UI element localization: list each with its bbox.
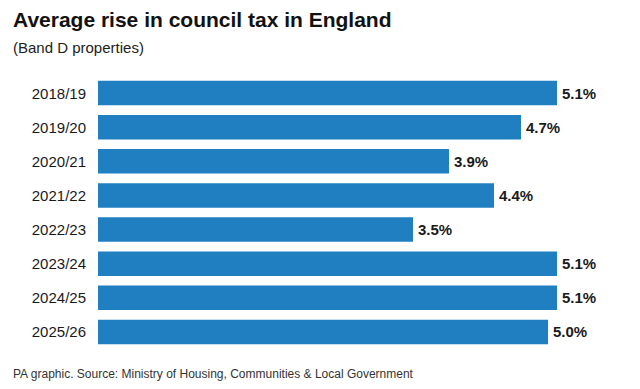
svg-text:2023/24: 2023/24 bbox=[32, 255, 86, 272]
svg-text:5.1%: 5.1% bbox=[562, 255, 596, 272]
svg-text:2018/19: 2018/19 bbox=[32, 85, 86, 102]
svg-text:3.9%: 3.9% bbox=[454, 153, 488, 170]
svg-text:PA graphic. Source: Ministry o: PA graphic. Source: Ministry of Housing,… bbox=[13, 367, 414, 381]
svg-text:4.7%: 4.7% bbox=[526, 119, 560, 136]
svg-text:2024/25: 2024/25 bbox=[32, 289, 86, 306]
svg-text:4.4%: 4.4% bbox=[499, 187, 533, 204]
svg-text:2022/23: 2022/23 bbox=[32, 221, 86, 238]
svg-text:5.1%: 5.1% bbox=[562, 85, 596, 102]
svg-text:2020/21: 2020/21 bbox=[32, 153, 86, 170]
svg-text:3.5%: 3.5% bbox=[418, 221, 452, 238]
svg-text:2025/26: 2025/26 bbox=[32, 323, 86, 340]
svg-text:5.1%: 5.1% bbox=[562, 289, 596, 306]
svg-text:2021/22: 2021/22 bbox=[32, 187, 86, 204]
svg-text:5.0%: 5.0% bbox=[553, 323, 587, 340]
svg-text:Average rise in council tax in: Average rise in council tax in England bbox=[13, 8, 392, 31]
svg-text:(Band D properties): (Band D properties) bbox=[13, 39, 144, 56]
svg-text:2019/20: 2019/20 bbox=[32, 119, 86, 136]
